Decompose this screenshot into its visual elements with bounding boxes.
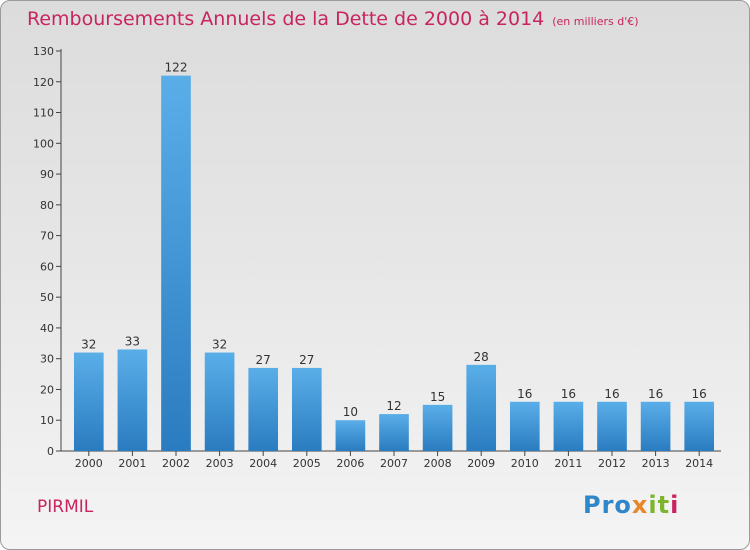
y-tick-label: 100 <box>33 137 54 150</box>
y-tick-label: 0 <box>47 445 54 458</box>
bar <box>509 401 540 451</box>
bar-value-label: 122 <box>165 61 188 75</box>
x-tick-label: 2009 <box>467 457 495 470</box>
y-tick-label: 80 <box>40 199 54 212</box>
x-tick-label: 2008 <box>424 457 452 470</box>
town-name: PIRMIL <box>37 497 94 517</box>
bar-value-label: 10 <box>343 405 358 419</box>
chart-title: Remboursements Annuels de la Dette de 20… <box>27 8 639 30</box>
bar <box>291 367 322 451</box>
bar-value-label: 12 <box>386 399 401 413</box>
x-tick-label: 2003 <box>206 457 234 470</box>
bar-value-label: 32 <box>212 338 227 352</box>
y-tick-label: 30 <box>40 353 54 366</box>
chart-title-text: Remboursements Annuels de la Dette de 20… <box>27 8 545 30</box>
bar <box>204 352 235 451</box>
y-tick-label: 110 <box>33 107 54 120</box>
bar <box>640 401 671 451</box>
x-tick-label: 2014 <box>685 457 713 470</box>
bar-value-label: 16 <box>604 387 619 401</box>
bar <box>161 75 191 451</box>
y-tick-label: 70 <box>40 230 54 243</box>
x-tick-label: 2007 <box>380 457 408 470</box>
x-tick-label: 2005 <box>293 457 321 470</box>
bar-value-label: 16 <box>561 387 576 401</box>
bar <box>117 349 148 451</box>
x-tick-label: 2006 <box>336 457 364 470</box>
chart-unit: (en milliers d'€) <box>552 15 639 28</box>
x-tick-label: 2010 <box>511 457 539 470</box>
x-tick-label: 2000 <box>75 457 103 470</box>
y-tick-label: 50 <box>40 291 54 304</box>
bar <box>553 401 584 451</box>
x-tick-label: 2011 <box>554 457 582 470</box>
bar-value-label: 15 <box>430 390 445 404</box>
bar <box>73 352 104 451</box>
bar-value-label: 32 <box>81 338 96 352</box>
x-tick-label: 2004 <box>249 457 277 470</box>
bar-value-label: 16 <box>692 387 707 401</box>
bar <box>248 367 279 451</box>
bar <box>597 401 627 451</box>
y-tick-label: 90 <box>40 168 54 181</box>
bar-value-label: 27 <box>299 353 314 367</box>
bar-value-label: 33 <box>125 334 140 348</box>
bar-value-label: 27 <box>256 353 271 367</box>
x-tick-label: 2002 <box>162 457 190 470</box>
bar-value-label: 16 <box>517 387 532 401</box>
bar-value-label: 16 <box>648 387 663 401</box>
y-tick-label: 10 <box>40 414 54 427</box>
x-tick-label: 2012 <box>598 457 626 470</box>
bar <box>379 414 409 451</box>
bar-value-label: 28 <box>474 350 489 364</box>
y-tick-label: 130 <box>33 45 54 58</box>
y-tick-label: 20 <box>40 383 54 396</box>
proxiti-logo: Proxiti <box>583 491 680 519</box>
bar <box>684 401 715 451</box>
y-tick-label: 120 <box>33 76 54 89</box>
bar <box>335 420 366 451</box>
x-tick-label: 2001 <box>118 457 146 470</box>
x-tick-label: 2013 <box>642 457 670 470</box>
y-tick-label: 60 <box>40 260 54 273</box>
bar <box>422 404 453 451</box>
y-tick-label: 40 <box>40 322 54 335</box>
bar <box>466 364 497 451</box>
